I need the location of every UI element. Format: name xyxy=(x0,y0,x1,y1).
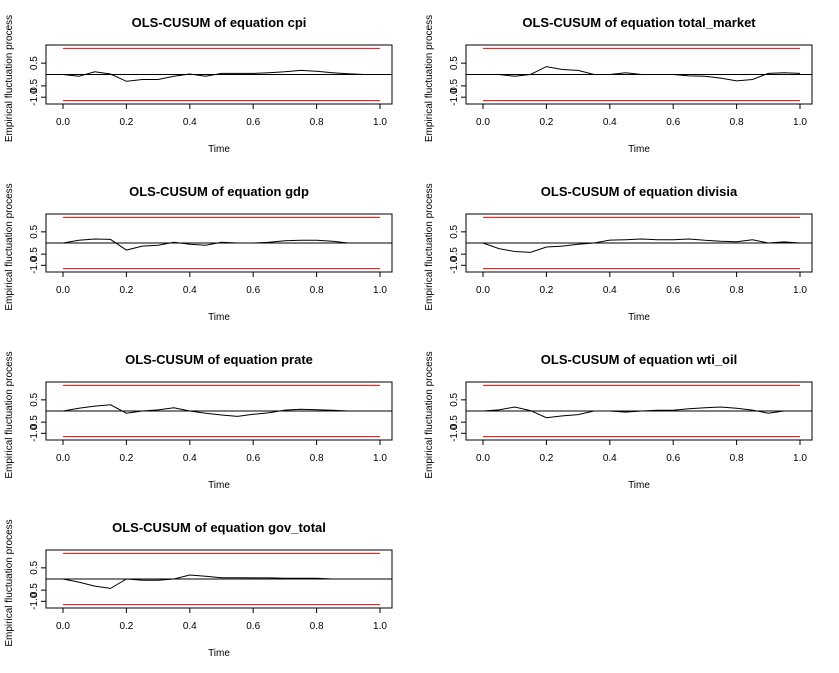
x-tick-label: 0.0 xyxy=(476,117,490,128)
y-tick-label: 0.5 xyxy=(449,247,460,261)
chart-panel-7: OLS-CUSUM of equation gov_total 0.0 0.2 0.4… xyxy=(4,519,393,659)
x-tick-label: 0.0 xyxy=(56,621,70,632)
x-tick-label: 0.6 xyxy=(246,285,260,296)
y-tick-label: 0.5 xyxy=(29,415,40,429)
x-tick-label: 0.8 xyxy=(310,621,324,632)
x-tick-label: 1.0 xyxy=(373,621,387,632)
chart-title: OLS-CUSUM of equation prate xyxy=(125,352,313,367)
x-axis-label: Time xyxy=(628,312,650,323)
x-tick-label: 1.0 xyxy=(373,285,387,296)
x-tick-label: 0.6 xyxy=(666,453,680,464)
x-tick-label: 0.6 xyxy=(666,285,680,296)
y-tick-label: -1.0 xyxy=(29,256,40,274)
cusum-series-line xyxy=(62,574,380,589)
x-tick-label: 0.2 xyxy=(539,453,553,464)
chart-panel-5: OLS-CUSUM of equation prate 0.0 0.2 0.4 0.6 0… xyxy=(4,351,393,491)
chart-panel-4: OLS-CUSUM of equation divisia 0.0 0.2 0.4 0.… xyxy=(424,183,813,323)
chart-title: OLS-CUSUM of equation cpi xyxy=(132,15,307,30)
x-tick-label: 0.2 xyxy=(119,453,133,464)
x-tick-label: 0.0 xyxy=(56,117,70,128)
x-tick-label: 1.0 xyxy=(793,117,807,128)
y-tick-label: 0.5 xyxy=(29,392,40,406)
y-axis-label: Empirical fluctuation process xyxy=(4,351,15,478)
x-axis-label: Time xyxy=(208,312,230,323)
cusum-series-line xyxy=(62,404,380,417)
x-tick-label: 0.8 xyxy=(310,285,324,296)
y-tick-label: 0.5 xyxy=(29,583,40,597)
y-tick-label: 0.5 xyxy=(29,224,40,238)
chart-panel-1: OLS-CUSUM of equation cpi 0.0 0.2 0.4 0.6 0.8… xyxy=(4,15,393,155)
y-tick-label: -1.0 xyxy=(29,88,40,106)
y-axis-label: Empirical fluctuation process xyxy=(4,15,15,142)
x-axis-label: Time xyxy=(208,648,230,659)
cusum-series-line xyxy=(482,238,801,253)
x-tick-label: 0.2 xyxy=(539,285,553,296)
x-tick-label: 1.0 xyxy=(373,117,387,128)
chart-title: OLS-CUSUM of equation gdp xyxy=(129,184,309,199)
y-tick-label: 0.5 xyxy=(29,247,40,261)
x-tick-label: 0.4 xyxy=(603,285,617,296)
y-tick-label: 0.5 xyxy=(29,78,40,92)
x-axis-label: Time xyxy=(628,480,650,491)
y-tick-label: -1.0 xyxy=(29,592,40,610)
cusum-series-line xyxy=(62,69,380,82)
y-axis-label: Empirical fluctuation process xyxy=(424,351,435,478)
y-tick-label: 0.5 xyxy=(449,224,460,238)
x-tick-label: 0.4 xyxy=(603,117,617,128)
y-tick-label: -1.0 xyxy=(449,424,460,442)
x-axis-label: Time xyxy=(208,480,230,491)
x-tick-label: 0.2 xyxy=(119,285,133,296)
x-tick-label: 0.6 xyxy=(666,117,680,128)
chart-panel-6: OLS-CUSUM of equation wti_oil 0.0 0.2 0.4 0.… xyxy=(424,351,813,491)
cusum-series-line xyxy=(483,66,801,82)
x-tick-label: 0.4 xyxy=(183,285,197,296)
x-tick-label: 0.4 xyxy=(603,453,617,464)
x-tick-label: 0.4 xyxy=(183,117,197,128)
cusum-series-line xyxy=(482,406,800,419)
x-tick-label: 0.4 xyxy=(183,453,197,464)
x-tick-label: 0.8 xyxy=(730,453,744,464)
x-tick-label: 0.0 xyxy=(476,285,490,296)
chart-panel-3: OLS-CUSUM of equation gdp 0.0 0.2 0.4 0.6 0.8… xyxy=(4,183,393,323)
chart-title: OLS-CUSUM of equation wti_oil xyxy=(541,352,737,367)
x-tick-label: 0.0 xyxy=(56,453,70,464)
y-tick-label: 0.5 xyxy=(449,392,460,406)
chart-title: OLS-CUSUM of equation divisia xyxy=(541,184,738,199)
x-tick-label: 0.6 xyxy=(246,621,260,632)
y-tick-label: 0.5 xyxy=(29,56,40,70)
chart-title: OLS-CUSUM of equation gov_total xyxy=(112,520,326,535)
x-tick-label: 0.4 xyxy=(183,621,197,632)
y-tick-label: -1.0 xyxy=(29,424,40,442)
x-tick-label: 0.6 xyxy=(246,453,260,464)
x-tick-label: 0.8 xyxy=(310,117,324,128)
x-tick-label: 1.0 xyxy=(793,285,807,296)
y-axis-label: Empirical fluctuation process xyxy=(4,519,15,646)
y-tick-label: -1.0 xyxy=(449,256,460,274)
x-axis-label: Time xyxy=(208,144,230,155)
x-tick-label: 0.0 xyxy=(56,285,70,296)
x-tick-label: 0.8 xyxy=(310,453,324,464)
y-axis-label: Empirical fluctuation process xyxy=(4,183,15,310)
x-tick-label: 0.8 xyxy=(730,117,744,128)
x-tick-label: 0.2 xyxy=(119,621,133,632)
chart-title: OLS-CUSUM of equation total_market xyxy=(522,15,756,30)
x-tick-label: 1.0 xyxy=(373,453,387,464)
x-tick-label: 0.2 xyxy=(119,117,133,128)
y-tick-label: 0.5 xyxy=(449,415,460,429)
y-tick-label: 0.5 xyxy=(29,560,40,574)
y-axis-label: Empirical fluctuation process xyxy=(424,15,435,142)
chart-panel-2: OLS-CUSUM of equation total_market 0.0 0.2… xyxy=(424,15,813,155)
x-tick-label: 0.0 xyxy=(476,453,490,464)
x-tick-label: 0.6 xyxy=(246,117,260,128)
y-tick-label: 0.5 xyxy=(449,56,460,70)
x-tick-label: 0.2 xyxy=(539,117,553,128)
y-axis-label: Empirical fluctuation process xyxy=(424,183,435,310)
x-tick-label: 0.8 xyxy=(730,285,744,296)
x-axis-label: Time xyxy=(628,144,650,155)
y-tick-label: 0.5 xyxy=(449,78,460,92)
cusum-series-line xyxy=(62,238,380,251)
x-tick-label: 1.0 xyxy=(793,453,807,464)
y-tick-label: -1.0 xyxy=(449,88,460,106)
